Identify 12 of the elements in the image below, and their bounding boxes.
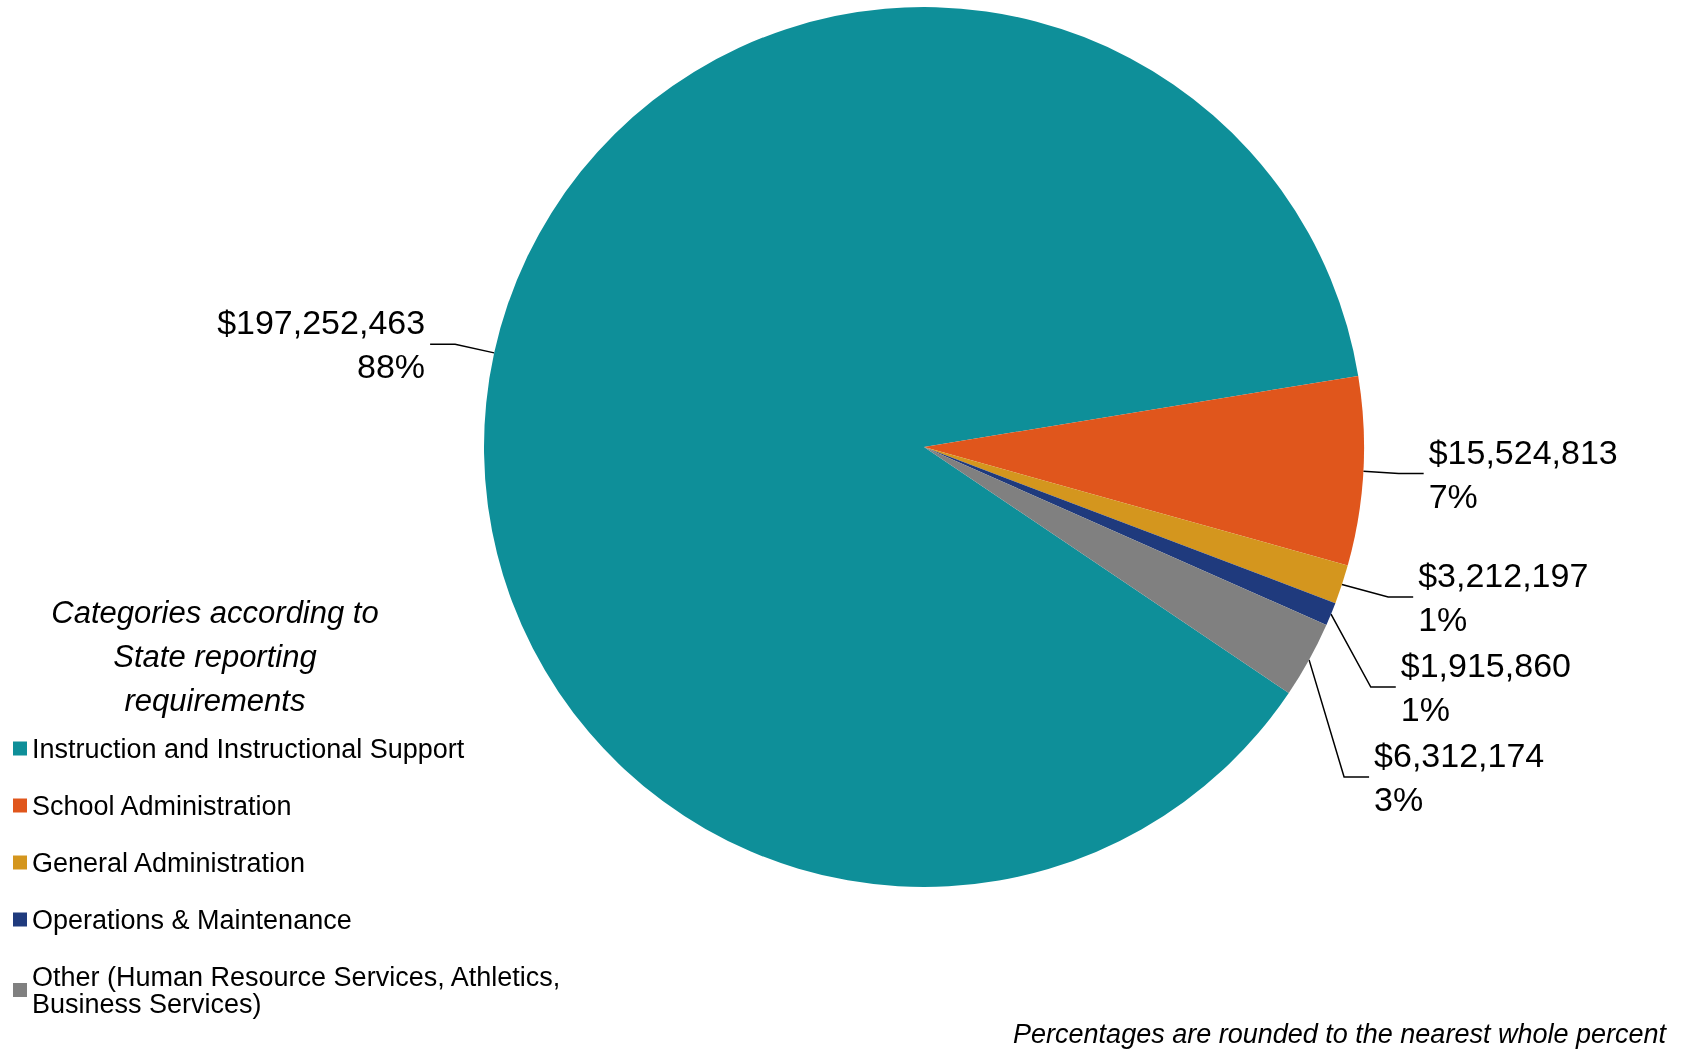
- legend-title: Categories according to State reporting requirements: [51, 594, 379, 718]
- text: Percentages are rounded to the nearest whole percent: [1013, 1018, 1668, 1049]
- legend-label: School Administration: [32, 790, 292, 821]
- legend-label: Operations & Maintenance: [32, 904, 352, 935]
- data-label: $6,312,174 3%: [1374, 736, 1545, 818]
- legend-label: Other (Human Resource Services, Athletics, Business Services): [32, 961, 568, 1019]
- legend-label: General Administration: [32, 847, 306, 878]
- data-label: $1,915,860 1%: [1400, 646, 1571, 728]
- data-label: $15,524,813 7%: [1428, 432, 1618, 515]
- legend-label: Instruction and Instructional Support: [32, 733, 465, 764]
- data-label: $3,212,197 1%: [1418, 556, 1589, 638]
- data-label: $197,252,463 88%: [217, 303, 426, 386]
